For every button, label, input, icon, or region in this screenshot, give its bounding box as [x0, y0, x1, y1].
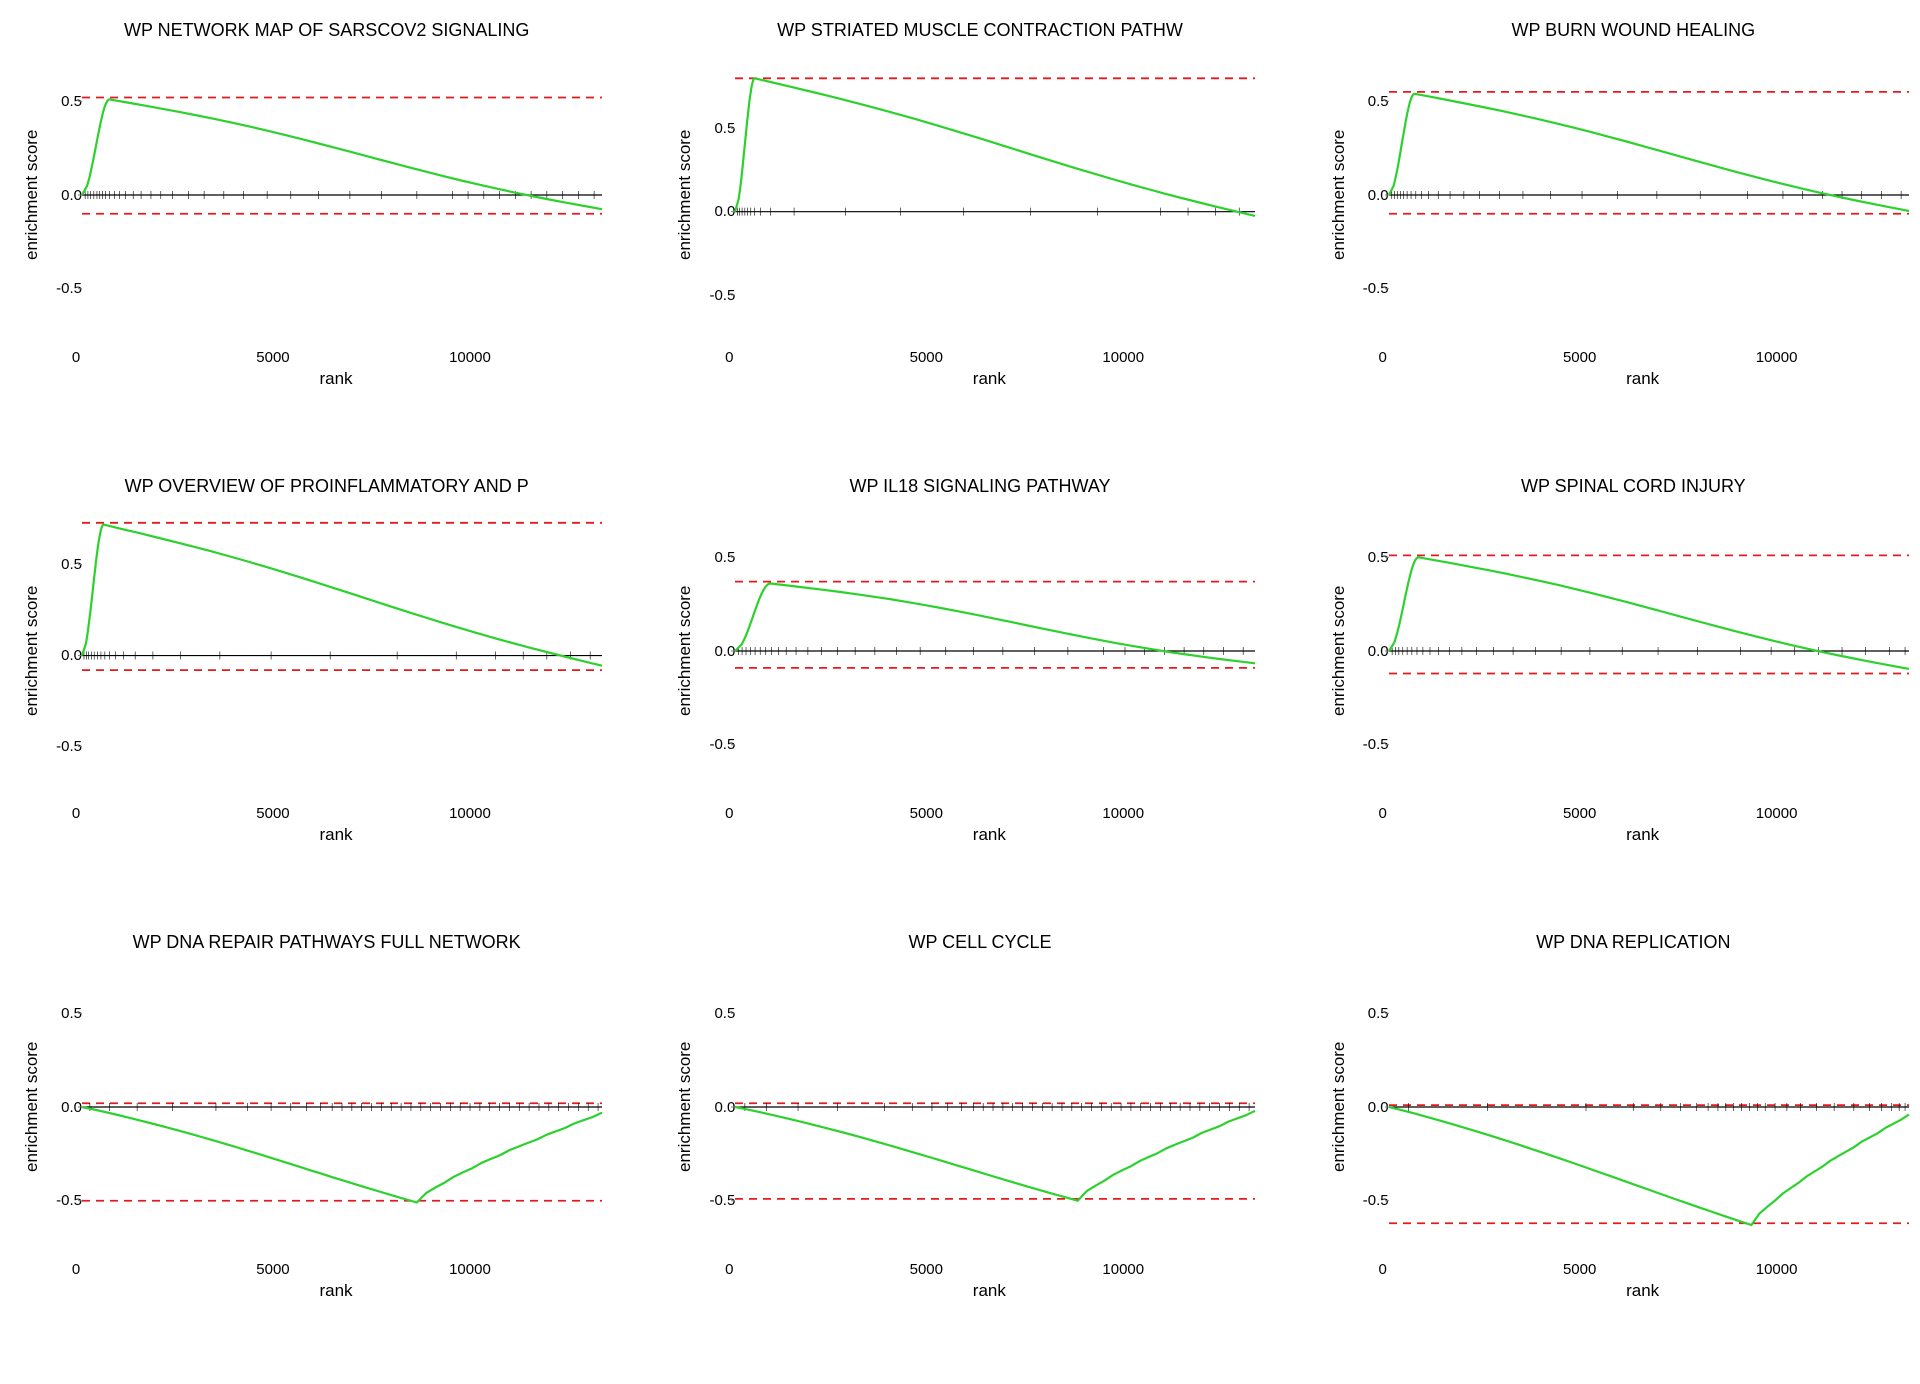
plot-wrap: enrichment score-0.50.00.5: [673, 501, 1286, 801]
x-axis-label: rank: [729, 369, 1249, 389]
x-tick-labels: 0500010000: [1383, 1261, 1903, 1279]
gsea-panel: WP DNA REPAIR PATHWAYS FULL NETWORK enric…: [20, 932, 633, 1364]
plot-area: [82, 957, 633, 1257]
plot-area: [82, 501, 633, 801]
panel-title: WP CELL CYCLE: [673, 932, 1286, 953]
gsea-panel: WP DNA REPLICATION enrichment score-0.50.…: [1327, 932, 1920, 1364]
panel-title: WP IL18 SIGNALING PATHWAY: [673, 476, 1286, 497]
y-axis-label: enrichment score: [20, 501, 44, 801]
plot-wrap: enrichment score-0.50.00.5: [20, 957, 633, 1257]
x-tick-labels: 0500010000: [729, 805, 1249, 823]
plot-area: [1389, 45, 1920, 345]
panel-title: WP DNA REPAIR PATHWAYS FULL NETWORK: [20, 932, 633, 953]
gsea-panel-grid: WP NETWORK MAP OF SARSCOV2 SIGNALING enri…: [20, 20, 1920, 1364]
y-axis-label: enrichment score: [20, 45, 44, 345]
panel-title: WP DNA REPLICATION: [1327, 932, 1920, 953]
y-tick-labels: -0.50.00.5: [44, 501, 82, 801]
x-tick-labels: 0500010000: [1383, 805, 1903, 823]
plot-wrap: enrichment score-0.50.00.5: [1327, 957, 1920, 1257]
x-axis-label: rank: [76, 369, 596, 389]
x-tick-labels: 0500010000: [729, 349, 1249, 367]
panel-title: WP BURN WOUND HEALING: [1327, 20, 1920, 41]
plot-area: [735, 957, 1286, 1257]
y-tick-labels: -0.50.00.5: [44, 45, 82, 345]
plot-area: [82, 45, 633, 345]
y-axis-label: enrichment score: [673, 957, 697, 1257]
y-tick-labels: -0.50.00.5: [1351, 501, 1389, 801]
y-tick-labels: -0.50.00.5: [1351, 957, 1389, 1257]
plot-area: [735, 45, 1286, 345]
plot-area: [735, 501, 1286, 801]
plot-area: [1389, 957, 1920, 1257]
y-axis-label: enrichment score: [1327, 501, 1351, 801]
y-tick-labels: -0.50.00.5: [1351, 45, 1389, 345]
y-axis-label: enrichment score: [673, 45, 697, 345]
gsea-panel: WP BURN WOUND HEALING enrichment score-0.…: [1327, 20, 1920, 452]
y-tick-labels: -0.50.00.5: [697, 501, 735, 801]
y-axis-label: enrichment score: [673, 501, 697, 801]
gsea-panel: WP IL18 SIGNALING PATHWAY enrichment scor…: [673, 476, 1286, 908]
y-axis-label: enrichment score: [20, 957, 44, 1257]
y-tick-labels: -0.50.00.5: [697, 957, 735, 1257]
x-axis-label: rank: [1383, 369, 1903, 389]
plot-wrap: enrichment score-0.50.00.5: [20, 501, 633, 801]
y-axis-label: enrichment score: [1327, 957, 1351, 1257]
panel-title: WP STRIATED MUSCLE CONTRACTION PATHW: [673, 20, 1286, 41]
x-tick-labels: 0500010000: [1383, 349, 1903, 367]
x-tick-labels: 0500010000: [76, 349, 596, 367]
plot-area: [1389, 501, 1920, 801]
x-axis-label: rank: [729, 1281, 1249, 1301]
x-axis-label: rank: [1383, 825, 1903, 845]
y-tick-labels: -0.50.00.5: [697, 45, 735, 345]
plot-wrap: enrichment score-0.50.00.5: [1327, 501, 1920, 801]
x-tick-labels: 0500010000: [729, 1261, 1249, 1279]
gsea-panel: WP NETWORK MAP OF SARSCOV2 SIGNALING enri…: [20, 20, 633, 452]
plot-wrap: enrichment score-0.50.00.5: [673, 45, 1286, 345]
plot-wrap: enrichment score-0.50.00.5: [20, 45, 633, 345]
plot-wrap: enrichment score-0.50.00.5: [673, 957, 1286, 1257]
x-axis-label: rank: [76, 825, 596, 845]
gsea-panel: WP OVERVIEW OF PROINFLAMMATORY AND P enri…: [20, 476, 633, 908]
gsea-panel: WP STRIATED MUSCLE CONTRACTION PATHW enri…: [673, 20, 1286, 452]
x-tick-labels: 0500010000: [76, 805, 596, 823]
panel-title: WP SPINAL CORD INJURY: [1327, 476, 1920, 497]
gsea-panel: WP CELL CYCLE enrichment score-0.50.00.5 0…: [673, 932, 1286, 1364]
y-tick-labels: -0.50.00.5: [44, 957, 82, 1257]
x-axis-label: rank: [76, 1281, 596, 1301]
x-axis-label: rank: [729, 825, 1249, 845]
panel-title: WP NETWORK MAP OF SARSCOV2 SIGNALING: [20, 20, 633, 41]
x-tick-labels: 0500010000: [76, 1261, 596, 1279]
gsea-panel: WP SPINAL CORD INJURY enrichment score-0.…: [1327, 476, 1920, 908]
plot-wrap: enrichment score-0.50.00.5: [1327, 45, 1920, 345]
y-axis-label: enrichment score: [1327, 45, 1351, 345]
x-axis-label: rank: [1383, 1281, 1903, 1301]
panel-title: WP OVERVIEW OF PROINFLAMMATORY AND P: [20, 476, 633, 497]
